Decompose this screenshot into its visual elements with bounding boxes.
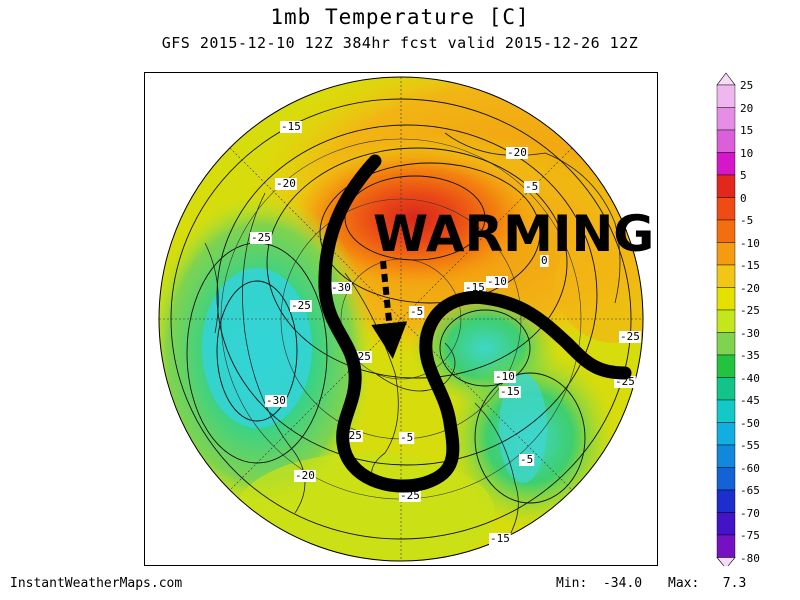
contour-label: -25	[251, 231, 271, 244]
contour-label: -15	[500, 385, 520, 398]
colorbar-tick-label: 20	[740, 101, 754, 115]
colorbar-segment	[716, 377, 736, 401]
contour-label-bg	[506, 147, 528, 159]
colorbar-segment	[716, 354, 736, 378]
contour-label-bg	[619, 331, 641, 343]
colorbar-bottom-cap	[716, 557, 736, 566]
contour-label-bg	[275, 178, 297, 190]
colorbar-segment	[716, 422, 736, 446]
contour-label-bg	[494, 371, 516, 383]
colorbar-segment	[716, 444, 736, 468]
colorbar-segment	[716, 512, 736, 536]
colorbar-tick-label: 0	[740, 191, 747, 205]
contour-label: -5	[520, 453, 533, 466]
contour-label: -25	[291, 299, 311, 312]
contour-label-bg	[499, 386, 521, 398]
colorbar-segment	[716, 467, 736, 491]
colorbar-segment	[716, 489, 736, 513]
colorbar-tick-label: -20	[740, 281, 760, 295]
contour-label-bg	[280, 121, 302, 133]
contour-label: -5	[525, 180, 538, 193]
colorbar-segment	[716, 534, 736, 558]
colorbar-tick-label: -65	[740, 484, 760, 497]
colorbar-tick-label: 10	[740, 146, 754, 160]
colorbar-tick-label: -5	[740, 214, 754, 227]
contour-label-bg	[290, 300, 312, 312]
colorbar-segment	[716, 219, 736, 243]
contour-label-bg	[399, 490, 421, 502]
colorbar-tick-label: -75	[740, 529, 760, 542]
map-subtitle: GFS 2015-12-10 12Z 384hr fcst valid 2015…	[161, 34, 639, 52]
footer-min-value: Min: -34.0	[556, 576, 643, 591]
polar-vortex-annotation: WARMING	[318, 154, 654, 493]
colorbar-segment	[716, 152, 736, 176]
isotherm-contours	[170, 98, 632, 540]
colorbar-segment	[716, 197, 736, 221]
contour-label: -20	[507, 146, 527, 159]
colorbar-segment	[716, 332, 736, 356]
colorbar-tick-label: 5	[740, 169, 747, 182]
colorbar-tick-label: -55	[740, 439, 760, 452]
colorbar-tick-label: -10	[740, 236, 760, 250]
contour-label-bg	[409, 306, 425, 318]
map-frame: -15 -20 -25 -25 -30 -25 -20 -25 -20 -5 0 -10 -15 -5 -1…	[144, 72, 658, 566]
colorbar-segment	[716, 309, 736, 333]
contour-label: -5	[410, 305, 423, 318]
contour-label: 0	[541, 254, 548, 267]
contour-label: -20	[295, 469, 315, 482]
contour-label: -15	[490, 532, 510, 545]
colorbar-tick-label: -40	[740, 371, 760, 385]
contour-label: -20	[276, 177, 296, 190]
polar-temperature-map: -15-20-25-25-30-25-20-25-20-50-10-15-5-1…	[158, 76, 654, 562]
contour-label-bg	[265, 395, 287, 407]
contour-label-bg	[519, 454, 535, 466]
colorbar-segment	[716, 242, 736, 266]
contour-label-bg	[489, 533, 511, 545]
contour-label: -10	[487, 275, 507, 288]
colorbar-segment	[716, 264, 736, 288]
footer-max-value: Max: 7.3	[668, 576, 747, 591]
colorbar-tick-label: 25	[740, 79, 754, 92]
contour-label: -15	[465, 281, 485, 294]
contour-label: -15	[281, 120, 301, 133]
contour-label-bg	[464, 282, 486, 294]
colorbar-segment	[716, 174, 736, 198]
warming-annotation: WARMING	[373, 205, 654, 263]
colorbar-segment	[716, 107, 736, 131]
contour-label: -25	[620, 330, 640, 343]
colorbar-tick-label: -80	[740, 551, 760, 565]
colorbar-tick-label: -45	[740, 394, 760, 407]
contour-label-bg	[294, 470, 316, 482]
contour-label: -30	[331, 281, 351, 294]
colorbar-tick-label: 15	[740, 124, 754, 137]
colorbar-segment	[716, 287, 736, 311]
colorbar-segment	[716, 84, 736, 108]
contour-label-bg	[540, 255, 549, 267]
map-disk-edge	[158, 76, 644, 562]
colorbar-segment	[716, 399, 736, 423]
colorbar-tick-label: -60	[740, 461, 760, 475]
contour-label: -30	[266, 394, 286, 407]
colorbar-tick-label: -70	[740, 506, 760, 520]
contour-label: -5	[400, 431, 413, 444]
colorbar-tick-label: -25	[740, 304, 760, 317]
colorbar-tick-label: -30	[740, 326, 760, 340]
colorbar-top-cap	[716, 72, 736, 86]
contour-label: -10	[495, 370, 515, 383]
colorbar-segment	[716, 129, 736, 153]
map-title: 1mb Temperature [C]	[270, 5, 530, 29]
contour-label-bg	[250, 232, 272, 244]
contour-label-bg	[524, 181, 540, 193]
colorbar-tick-label: -35	[740, 349, 760, 362]
contour-label-bg	[399, 432, 415, 444]
contour-label-bg	[486, 276, 508, 288]
colorbar	[716, 72, 736, 566]
colorbar-tick-label: -15	[740, 259, 760, 272]
contour-label-bg	[330, 282, 352, 294]
footer-site-credit: InstantWeatherMaps.com	[10, 576, 183, 591]
colorbar-tick-label: -50	[740, 416, 760, 430]
